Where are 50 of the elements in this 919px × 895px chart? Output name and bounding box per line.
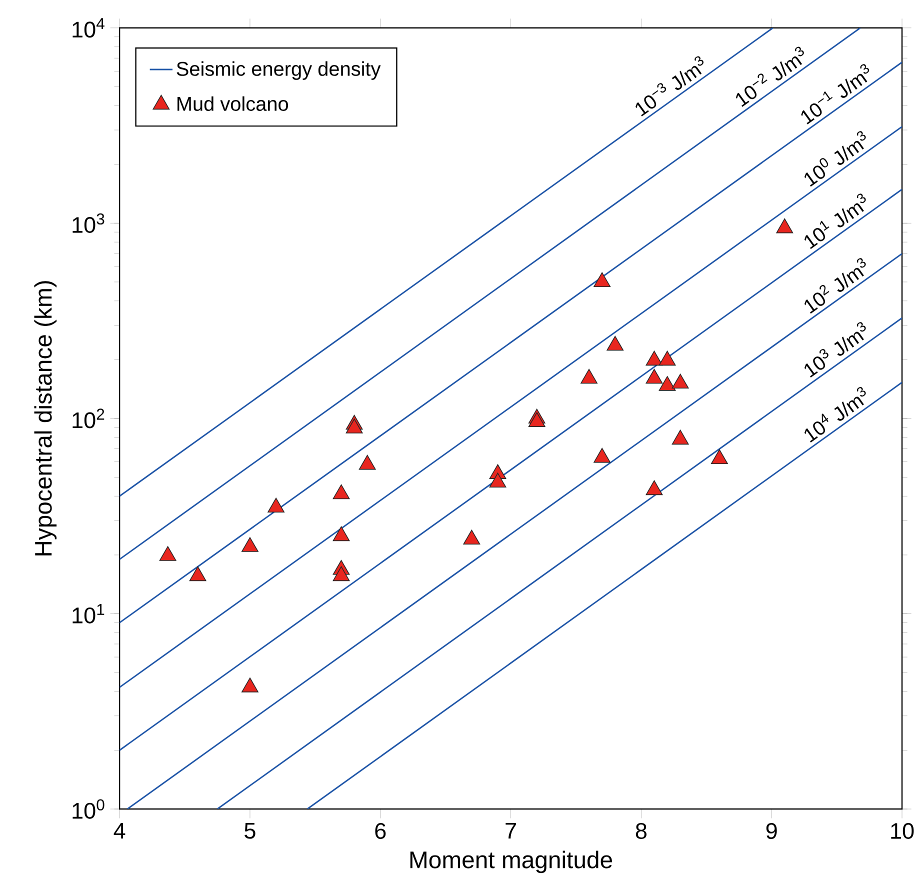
annotation: 10$^{1}$ J/m$^{3}$: [804, 194, 866, 250]
annotation: 10$^{0}$ J/m$^{3}$: [804, 131, 866, 187]
x-tick-label: 5: [244, 823, 256, 839]
point: [646, 350, 663, 366]
point: [159, 546, 176, 561]
annotation: 10$^{−1}$ J/m$^{3}$: [801, 64, 870, 124]
legend-label: Mud volcano: [178, 96, 288, 112]
x-axis-title: Moment magnitude: [410, 850, 612, 874]
point: [672, 430, 689, 445]
y-tick-label: 10$^{3}$: [72, 214, 104, 234]
point: [672, 374, 689, 389]
legend-label: Seismic energy density: [176, 61, 381, 80]
point: [528, 412, 546, 428]
point: [189, 566, 206, 582]
point: [332, 526, 350, 542]
point: [606, 336, 624, 351]
point: [658, 376, 676, 391]
y-tick-label: 10$^{2}$: [72, 408, 104, 428]
point: [594, 448, 611, 463]
annotation: 10$^{−3}$ J/m$^{3}$: [636, 56, 704, 117]
point: [463, 530, 480, 545]
point: [358, 455, 376, 470]
x-tick-label: 9: [766, 823, 777, 840]
point: [646, 480, 663, 496]
point: [332, 484, 350, 500]
x-tick-label: 8: [636, 823, 647, 840]
x-tick-label: 4: [114, 823, 126, 839]
point: [242, 537, 258, 552]
annotation: 10$^{3}$ J/m$^{3}$: [804, 322, 866, 378]
y-axis-title: Hypocentral distance (km): [34, 281, 57, 556]
point: [646, 369, 663, 384]
point: [658, 350, 676, 366]
y-tick-label: 10$^{0}$: [72, 799, 104, 819]
x-tick-label: 7: [506, 823, 516, 839]
x-tick-label: 6: [375, 823, 386, 840]
point: [268, 498, 285, 513]
point: [580, 369, 598, 384]
annotation: 10$^{4}$ J/m$^{3}$: [804, 387, 866, 443]
point: [710, 449, 728, 464]
point: [332, 566, 350, 582]
annotation: 10$^{−2}$ J/m$^{3}$: [736, 46, 804, 108]
point: [489, 472, 506, 488]
y-tick-label: 10$^{4}$: [72, 18, 104, 38]
x-tick-label: 10: [891, 823, 914, 840]
annotation: 10$^{2}$ J/m$^{3}$: [804, 258, 866, 314]
point: [242, 678, 258, 692]
point: [776, 218, 794, 234]
point: [346, 418, 363, 434]
y-tick-label: 10$^{1}$: [72, 604, 104, 624]
point: [594, 272, 611, 288]
